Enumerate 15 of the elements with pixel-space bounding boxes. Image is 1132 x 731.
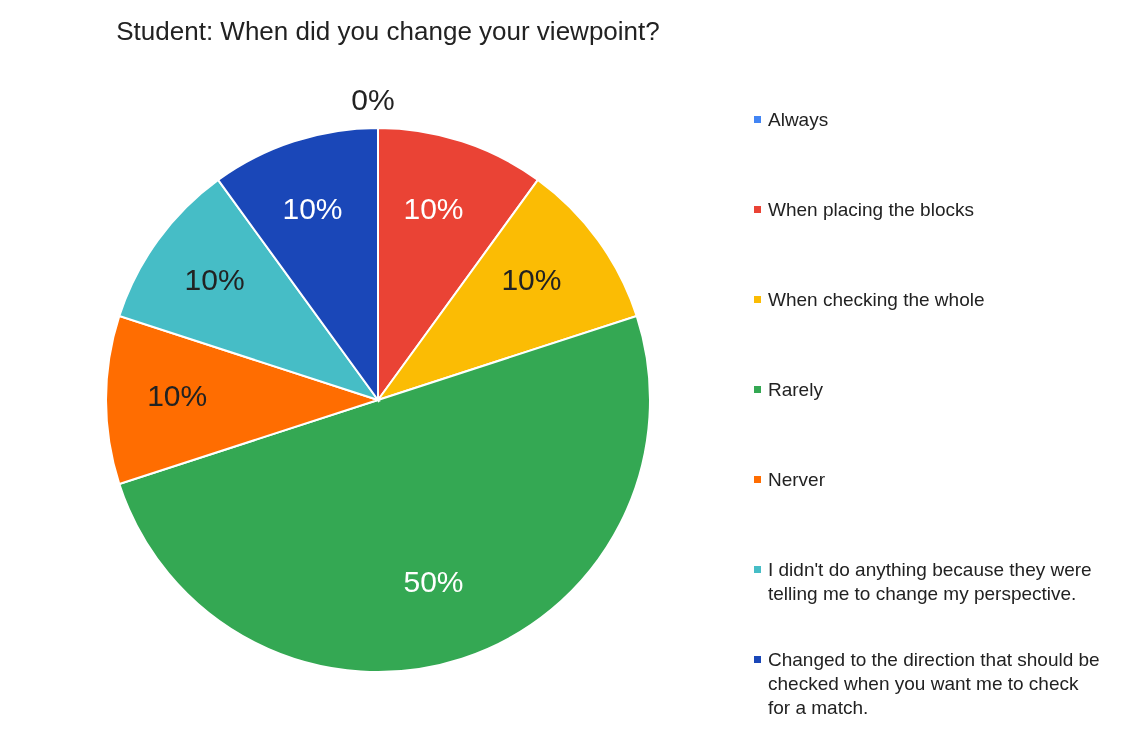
data-label: 10%	[501, 263, 562, 297]
data-label: 10%	[147, 378, 208, 412]
legend-label: Always	[768, 108, 829, 132]
legend-label: When checking the whole	[768, 288, 985, 312]
legend-label: When placing the blocks	[768, 198, 974, 222]
legend-label: Rarely	[768, 378, 823, 402]
text: 0%	[351, 82, 395, 116]
chart-title: Student: When did you change your viewpoint?	[115, 16, 661, 47]
legend-label: Nerver	[768, 468, 826, 492]
legend-label: I didn't do anything because they were telling me to change my perspective.	[768, 558, 1093, 606]
data-label: 10%	[282, 192, 343, 226]
data-label: 10%	[403, 192, 464, 226]
data-label: 50%	[403, 564, 464, 598]
legend-label: Changed to the direction that should be checked when you want me to check for a match.	[768, 648, 1101, 720]
data-label: 10%	[184, 263, 245, 297]
